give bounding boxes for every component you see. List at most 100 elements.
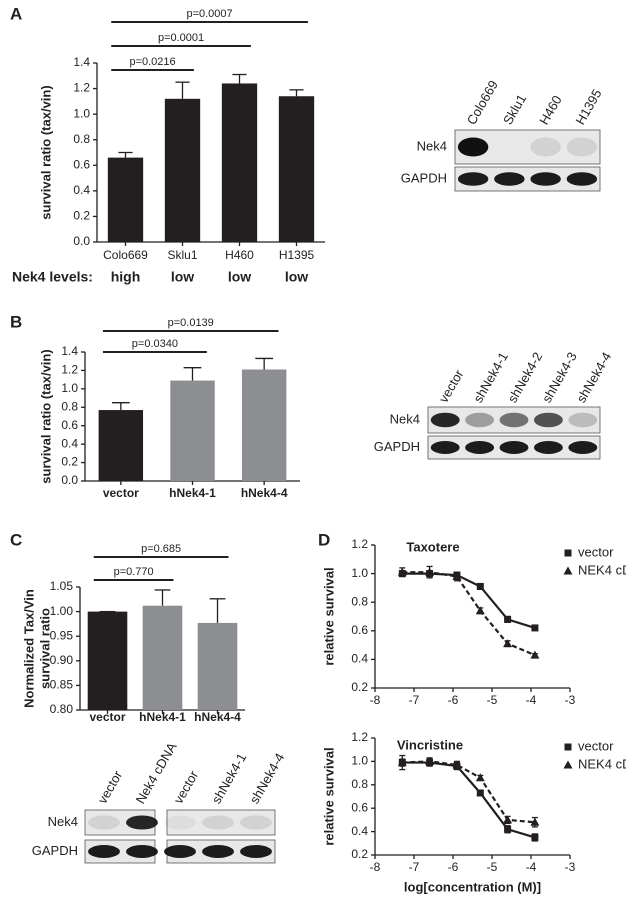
p-value: p=0.0007 bbox=[186, 8, 232, 20]
data-point bbox=[504, 615, 512, 623]
y-tick-label: 0.4 bbox=[73, 183, 90, 197]
y-tick-label: 1.4 bbox=[73, 55, 90, 69]
y-tick-label: 1.4 bbox=[61, 344, 78, 358]
blot-lane-label: H1395 bbox=[572, 87, 604, 128]
x-tick-label: H460 bbox=[225, 248, 254, 262]
blot-band bbox=[533, 412, 563, 428]
x-tick-label: -7 bbox=[409, 860, 420, 874]
y-tick-label: 0.85 bbox=[50, 678, 74, 692]
blot-band bbox=[430, 412, 460, 428]
blot-row-label: Nek4 bbox=[417, 138, 447, 153]
blot-lane-label: shNek4-1 bbox=[209, 751, 250, 807]
blot-band bbox=[202, 815, 234, 830]
blot-band bbox=[430, 441, 460, 454]
blot-band bbox=[240, 845, 272, 858]
legend-label: vector bbox=[578, 544, 614, 559]
blot-band bbox=[164, 845, 196, 858]
legend-label: vector bbox=[578, 738, 614, 753]
panel-label: B bbox=[10, 312, 22, 331]
y-tick-label: 0.2 bbox=[73, 209, 90, 223]
blot-band bbox=[88, 845, 120, 858]
data-point bbox=[503, 639, 513, 648]
p-value: p=0.0001 bbox=[158, 32, 204, 44]
blot-band bbox=[465, 441, 495, 454]
blot-lane-label: H460 bbox=[536, 93, 565, 127]
blot-lane-label: vector bbox=[95, 767, 126, 806]
y-tick-label: 1.0 bbox=[351, 566, 368, 580]
y-tick-label: 0.2 bbox=[61, 455, 78, 469]
blot-row-label: GAPDH bbox=[374, 439, 420, 454]
level-title: Nek4 levels: bbox=[12, 269, 93, 285]
y-tick-label: 1.00 bbox=[50, 604, 74, 618]
y-tick-label: 0.4 bbox=[351, 824, 368, 838]
blot-band bbox=[499, 412, 529, 428]
blot-band bbox=[494, 137, 524, 156]
y-tick-label: 0.8 bbox=[351, 777, 368, 791]
x-tick-label: -5 bbox=[487, 860, 498, 874]
bar bbox=[197, 622, 238, 710]
blot-band bbox=[533, 441, 563, 454]
y-tick-label: 0.8 bbox=[61, 399, 78, 413]
data-point bbox=[503, 815, 513, 824]
data-point bbox=[425, 756, 435, 765]
level-label: low bbox=[171, 269, 194, 285]
blot-band bbox=[465, 412, 495, 428]
blot-band bbox=[88, 815, 120, 830]
data-point bbox=[452, 571, 462, 580]
y-tick-label: 1.05 bbox=[50, 579, 74, 593]
y-tick-label: 0.4 bbox=[61, 436, 78, 450]
y-axis-label: relative survival bbox=[321, 747, 336, 845]
y-tick-label: 0.95 bbox=[50, 628, 74, 642]
p-value: p=0.685 bbox=[141, 543, 181, 555]
level-label: high bbox=[111, 269, 141, 285]
y-axis-label: survival ratio bbox=[37, 608, 52, 689]
series-line bbox=[402, 761, 536, 839]
data-point bbox=[530, 817, 540, 826]
blot-row-label: GAPDH bbox=[32, 843, 78, 858]
y-tick-label: 1.0 bbox=[351, 754, 368, 768]
blot-band bbox=[126, 845, 158, 858]
y-tick-label: 1.0 bbox=[73, 106, 90, 120]
bar bbox=[142, 605, 183, 710]
data-point bbox=[397, 758, 407, 767]
x-tick-label: -6 bbox=[448, 693, 459, 707]
y-tick-label: 1.0 bbox=[61, 381, 78, 395]
blot-lane-label: Colo669 bbox=[464, 78, 501, 127]
panel-label: D bbox=[318, 530, 330, 549]
x-axis-label: log[concentration (M)] bbox=[404, 879, 541, 894]
data-point bbox=[476, 582, 484, 590]
x-tick-label: vector bbox=[89, 710, 125, 724]
blot-band bbox=[494, 172, 525, 186]
p-value: p=0.0139 bbox=[168, 317, 214, 329]
y-tick-label: 0.2 bbox=[351, 847, 368, 861]
blot-band bbox=[126, 815, 158, 830]
legend-marker bbox=[563, 566, 573, 575]
x-tick-label: -5 bbox=[487, 693, 498, 707]
data-point bbox=[530, 650, 540, 659]
y-tick-label: 0.6 bbox=[351, 800, 368, 814]
series-line bbox=[402, 572, 536, 629]
x-tick-label: hNek4-1 bbox=[139, 710, 186, 724]
x-tick-label: -8 bbox=[370, 693, 381, 707]
y-tick-label: 0.0 bbox=[61, 473, 78, 487]
blot-band bbox=[499, 441, 529, 454]
bar bbox=[87, 611, 128, 710]
y-axis-label: survival ratio (tax/vin) bbox=[38, 349, 53, 483]
x-tick-label: -4 bbox=[526, 860, 537, 874]
x-tick-label: -6 bbox=[448, 860, 459, 874]
y-tick-label: 1.2 bbox=[61, 363, 78, 377]
y-tick-label: 0.2 bbox=[351, 680, 368, 694]
chart-title: Taxotere bbox=[406, 539, 459, 554]
blot-band bbox=[566, 172, 598, 186]
y-tick-label: 0.6 bbox=[351, 623, 368, 637]
blot-lane-label: Sklu1 bbox=[500, 92, 529, 128]
blot-panel bbox=[166, 809, 276, 836]
y-axis-label: Normalized Tax/Vin bbox=[21, 589, 36, 708]
y-tick-label: 0.0 bbox=[73, 234, 90, 248]
y-tick-label: 0.8 bbox=[73, 132, 90, 146]
blot-lane-label: shNek4-4 bbox=[247, 751, 288, 807]
x-tick-label: Sklu1 bbox=[167, 248, 197, 262]
data-point bbox=[531, 624, 539, 632]
y-tick-label: 1.2 bbox=[351, 730, 368, 744]
